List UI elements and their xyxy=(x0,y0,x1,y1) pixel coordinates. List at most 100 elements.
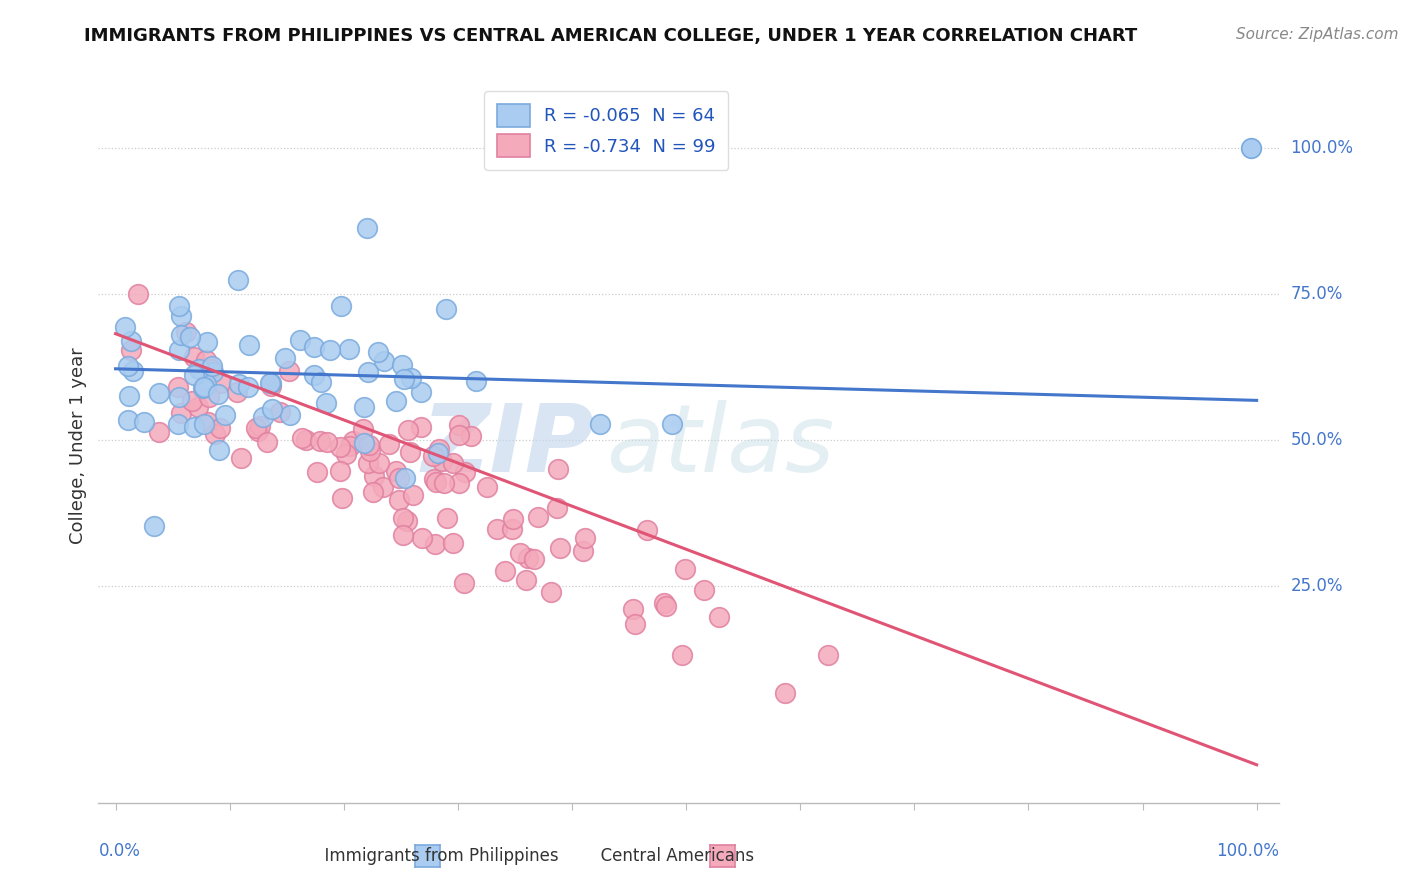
Point xyxy=(193,417,215,432)
Point xyxy=(357,365,380,379)
Point xyxy=(367,456,389,470)
Point xyxy=(377,437,399,451)
Point xyxy=(441,456,464,470)
Point xyxy=(501,522,523,536)
Point xyxy=(200,362,222,376)
Point xyxy=(120,334,142,348)
Point xyxy=(523,551,546,566)
Point xyxy=(342,434,364,448)
Point xyxy=(352,422,374,436)
Point xyxy=(231,450,253,465)
Point xyxy=(335,447,357,461)
Point xyxy=(228,376,250,391)
Point xyxy=(430,454,453,468)
Point xyxy=(423,537,446,551)
Point xyxy=(707,609,730,624)
Point xyxy=(167,380,190,394)
Text: ZIP: ZIP xyxy=(422,400,595,492)
Point xyxy=(294,433,316,447)
Point xyxy=(546,501,568,516)
Point xyxy=(291,431,314,445)
Point xyxy=(302,340,325,354)
Point xyxy=(516,550,538,565)
Text: 50.0%: 50.0% xyxy=(1291,431,1343,450)
Point xyxy=(409,385,432,400)
Point xyxy=(391,358,413,372)
Point xyxy=(385,464,408,478)
Point xyxy=(423,472,446,486)
Point xyxy=(330,491,353,505)
Point xyxy=(187,401,209,415)
Point xyxy=(353,400,375,414)
Point xyxy=(449,418,471,433)
Point xyxy=(209,421,232,435)
Point xyxy=(548,541,571,555)
Point xyxy=(436,301,458,316)
Point xyxy=(260,401,283,416)
Point xyxy=(214,408,236,422)
Point xyxy=(654,599,676,614)
Point xyxy=(547,462,569,476)
Point xyxy=(201,365,224,379)
Point xyxy=(167,300,190,314)
Point xyxy=(337,342,360,356)
Point xyxy=(195,334,218,349)
Point xyxy=(409,420,432,434)
Point xyxy=(249,419,271,434)
Point xyxy=(209,376,232,391)
Point xyxy=(385,393,408,408)
Point xyxy=(357,457,380,471)
Point xyxy=(624,616,647,631)
Point xyxy=(394,471,416,485)
Point xyxy=(195,377,218,392)
Point xyxy=(238,337,260,351)
Point xyxy=(118,389,141,403)
Point xyxy=(392,527,415,541)
Point xyxy=(260,376,283,391)
Point xyxy=(132,415,155,429)
Point xyxy=(671,648,693,662)
Text: Source: ZipAtlas.com: Source: ZipAtlas.com xyxy=(1236,27,1399,42)
Point xyxy=(260,379,283,393)
Point xyxy=(427,446,450,460)
Y-axis label: College, Under 1 year: College, Under 1 year xyxy=(69,348,87,544)
Point xyxy=(422,449,444,463)
Point xyxy=(392,372,415,386)
Point xyxy=(174,326,197,340)
Point xyxy=(359,444,381,458)
Point xyxy=(167,417,190,432)
Text: IMMIGRANTS FROM PHILIPPINES VS CENTRAL AMERICAN COLLEGE, UNDER 1 YEAR CORRELATIO: IMMIGRANTS FROM PHILIPPINES VS CENTRAL A… xyxy=(84,27,1137,45)
Text: atlas: atlas xyxy=(606,401,835,491)
Point xyxy=(339,439,361,453)
Text: Immigrants from Philippines        Central Americans: Immigrants from Philippines Central Amer… xyxy=(314,847,755,865)
Text: 0.0%: 0.0% xyxy=(98,842,141,860)
Point xyxy=(401,371,423,385)
Point xyxy=(636,524,658,538)
Point xyxy=(574,531,596,545)
Point xyxy=(148,425,170,440)
Point xyxy=(201,359,224,373)
Point xyxy=(315,395,337,409)
Point xyxy=(183,368,205,382)
Point xyxy=(540,585,562,599)
Point xyxy=(269,405,291,419)
Point xyxy=(441,536,464,550)
Point xyxy=(399,445,422,459)
Point xyxy=(773,686,796,700)
Point xyxy=(356,221,378,235)
Point xyxy=(367,344,389,359)
Text: 25.0%: 25.0% xyxy=(1291,577,1343,595)
Point xyxy=(316,434,339,449)
Point xyxy=(193,380,215,394)
Point xyxy=(167,343,190,358)
Point xyxy=(197,415,219,429)
Point xyxy=(357,438,380,452)
Point xyxy=(427,442,450,457)
Point xyxy=(527,510,550,524)
Point xyxy=(371,480,394,494)
Point xyxy=(259,376,281,390)
Point xyxy=(114,320,136,334)
Point xyxy=(395,514,418,528)
Point xyxy=(515,573,537,587)
Point xyxy=(373,354,395,368)
